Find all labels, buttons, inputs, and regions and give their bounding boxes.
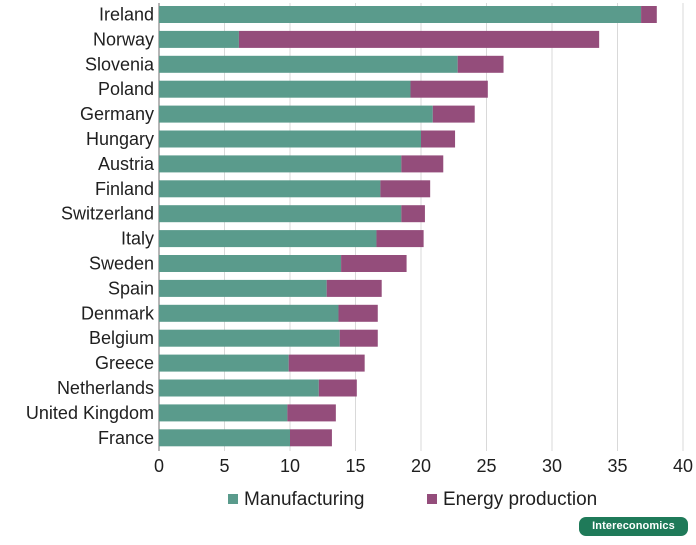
category-label: Netherlands — [57, 378, 154, 398]
x-tick-label: 0 — [154, 456, 164, 476]
tick-layer: 0 5 10 15 20 25 30 35 40 — [154, 456, 693, 476]
category-label: Hungary — [86, 129, 154, 149]
bar-energy-production — [318, 379, 357, 397]
legend-swatch-manufacturing — [228, 494, 238, 504]
bar-manufacturing — [159, 205, 402, 223]
bar-energy-production — [341, 255, 407, 272]
bar-manufacturing — [159, 329, 340, 347]
label-layer: Ireland Norway Slovenia Poland Germany Hungar… — [26, 5, 155, 448]
bar-manufacturing — [159, 6, 642, 23]
bar-energy-production — [401, 155, 444, 173]
x-tick-label: 40 — [673, 456, 693, 476]
bar-manufacturing — [159, 180, 381, 198]
intereconomics-logo-badge: Intereconomics — [579, 517, 688, 536]
bar-manufacturing — [159, 404, 288, 422]
bar-manufacturing — [159, 80, 411, 98]
bar-layer — [159, 6, 657, 447]
bar-energy-production — [401, 205, 425, 223]
x-tick-label: 10 — [280, 456, 300, 476]
category-label: Belgium — [89, 328, 154, 348]
bar-energy-production — [410, 80, 488, 98]
bar-energy-production — [326, 279, 382, 297]
x-tick-label: 20 — [411, 456, 431, 476]
bar-energy-production — [288, 354, 365, 372]
category-label: Poland — [98, 79, 154, 99]
category-label: Spain — [108, 278, 154, 298]
category-label: Greece — [95, 353, 154, 373]
bar-manufacturing — [159, 379, 319, 397]
bar-energy-production — [432, 105, 475, 123]
bar-manufacturing — [159, 279, 327, 297]
category-label: Switzerland — [61, 204, 154, 224]
bar-energy-production — [338, 304, 378, 322]
category-label: Austria — [98, 154, 155, 174]
x-tick-label: 5 — [219, 456, 229, 476]
bar-energy-production — [238, 30, 600, 48]
bar-energy-production — [376, 230, 424, 248]
bar-manufacturing — [159, 30, 239, 48]
bar-manufacturing — [159, 230, 377, 248]
bar-energy-production — [457, 55, 504, 73]
category-label: France — [98, 428, 154, 448]
category-label: Norway — [93, 29, 154, 49]
bar-energy-production — [421, 130, 456, 148]
category-label: Denmark — [81, 303, 155, 323]
bar-manufacturing — [159, 255, 342, 272]
bar-manufacturing — [159, 55, 458, 73]
bar-energy-production — [641, 6, 657, 23]
legend-label-manufacturing: Manufacturing — [244, 489, 364, 510]
legend-label-energy-production: Energy production — [443, 489, 597, 510]
category-label: Italy — [121, 229, 154, 249]
category-label: Sweden — [89, 254, 154, 274]
category-label: Slovenia — [85, 54, 155, 74]
bar-manufacturing — [159, 429, 290, 447]
bar-manufacturing — [159, 304, 339, 322]
bar-energy-production — [339, 329, 378, 347]
category-label: Germany — [80, 104, 154, 124]
bar-manufacturing — [159, 130, 421, 148]
bar-energy-production — [290, 429, 332, 447]
x-tick-label: 15 — [345, 456, 365, 476]
x-tick-label: 30 — [542, 456, 562, 476]
category-label: Finland — [95, 179, 154, 199]
bar-manufacturing — [159, 155, 402, 173]
legend-swatch-energy-production — [427, 494, 437, 504]
grid-layer — [158, 3, 684, 451]
bar-manufacturing — [159, 105, 433, 123]
x-tick-label: 25 — [476, 456, 496, 476]
category-label: Ireland — [99, 5, 154, 25]
bar-energy-production — [287, 404, 336, 422]
bar-energy-production — [380, 180, 431, 198]
category-label: United Kingdom — [26, 403, 154, 423]
legend: Manufacturing Energy production — [228, 489, 597, 510]
bar-manufacturing — [159, 354, 289, 372]
x-tick-label: 35 — [607, 456, 627, 476]
